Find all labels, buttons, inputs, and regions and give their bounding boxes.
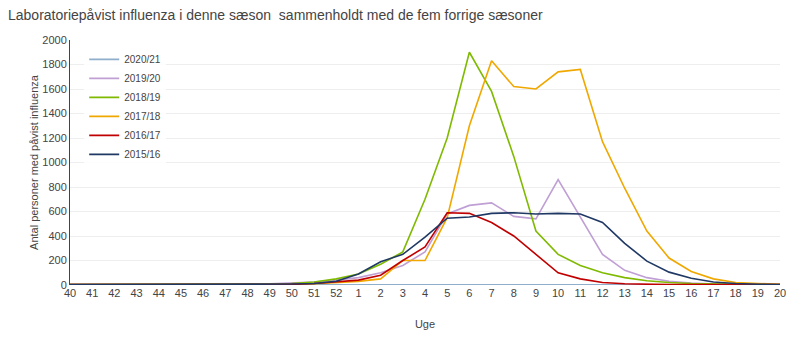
svg-text:47: 47 bbox=[219, 287, 231, 299]
svg-text:600: 600 bbox=[48, 205, 66, 217]
svg-text:18: 18 bbox=[730, 287, 742, 299]
svg-text:16: 16 bbox=[685, 287, 697, 299]
svg-text:2018/19: 2018/19 bbox=[124, 92, 161, 103]
svg-text:5: 5 bbox=[444, 287, 450, 299]
svg-text:7: 7 bbox=[488, 287, 494, 299]
svg-text:10: 10 bbox=[552, 287, 564, 299]
svg-text:Antal personer med påvist infl: Antal personer med påvist influenza bbox=[28, 74, 40, 250]
svg-text:40: 40 bbox=[64, 287, 76, 299]
svg-text:50: 50 bbox=[286, 287, 298, 299]
svg-text:20: 20 bbox=[774, 287, 786, 299]
svg-text:200: 200 bbox=[48, 254, 66, 266]
svg-text:1800: 1800 bbox=[42, 58, 66, 70]
svg-text:9: 9 bbox=[533, 287, 539, 299]
svg-text:51: 51 bbox=[308, 287, 320, 299]
svg-text:12: 12 bbox=[596, 287, 608, 299]
svg-text:41: 41 bbox=[86, 287, 98, 299]
svg-text:52: 52 bbox=[330, 287, 342, 299]
svg-text:1400: 1400 bbox=[42, 107, 66, 119]
svg-text:2015/16: 2015/16 bbox=[124, 149, 161, 160]
svg-text:46: 46 bbox=[197, 287, 209, 299]
svg-text:Uge: Uge bbox=[415, 318, 435, 330]
svg-text:11: 11 bbox=[575, 287, 586, 299]
svg-text:14: 14 bbox=[641, 287, 653, 299]
svg-text:800: 800 bbox=[48, 181, 66, 193]
svg-text:43: 43 bbox=[130, 287, 142, 299]
svg-text:2: 2 bbox=[378, 287, 384, 299]
svg-text:44: 44 bbox=[153, 287, 165, 299]
svg-text:19: 19 bbox=[752, 287, 764, 299]
svg-text:2017/18: 2017/18 bbox=[124, 111, 161, 122]
svg-text:15: 15 bbox=[663, 287, 675, 299]
svg-text:1200: 1200 bbox=[42, 132, 66, 144]
svg-text:2019/20: 2019/20 bbox=[124, 73, 161, 84]
svg-text:42: 42 bbox=[108, 287, 120, 299]
svg-text:49: 49 bbox=[264, 287, 276, 299]
svg-text:Laboratoriepåvist influenza i: Laboratoriepåvist influenza i denne sæso… bbox=[8, 7, 543, 23]
svg-text:3: 3 bbox=[400, 287, 406, 299]
svg-text:4: 4 bbox=[422, 287, 428, 299]
svg-text:400: 400 bbox=[48, 230, 66, 242]
svg-text:48: 48 bbox=[241, 287, 253, 299]
svg-text:2016/17: 2016/17 bbox=[124, 130, 161, 141]
svg-text:6: 6 bbox=[466, 287, 472, 299]
svg-text:2000: 2000 bbox=[42, 34, 66, 46]
svg-text:13: 13 bbox=[619, 287, 631, 299]
svg-text:0: 0 bbox=[61, 279, 67, 291]
svg-text:2020/21: 2020/21 bbox=[124, 54, 161, 65]
svg-text:1: 1 bbox=[355, 287, 361, 299]
svg-text:8: 8 bbox=[511, 287, 517, 299]
svg-text:17: 17 bbox=[707, 287, 719, 299]
svg-text:45: 45 bbox=[175, 287, 187, 299]
svg-text:1000: 1000 bbox=[42, 156, 66, 168]
svg-text:1600: 1600 bbox=[42, 83, 66, 95]
